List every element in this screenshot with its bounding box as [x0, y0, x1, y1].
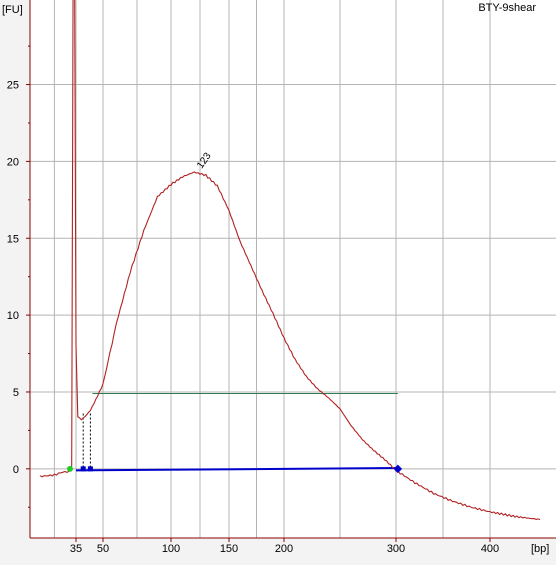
- y-tick-label: 20: [7, 156, 19, 168]
- series-trace: [39, 0, 541, 521]
- y-tick-label: 5: [13, 387, 19, 399]
- region-markers: [67, 464, 403, 474]
- region-start-marker: [80, 466, 86, 472]
- x-tick-label: 35: [70, 543, 82, 555]
- y-tick-label: 10: [7, 310, 19, 322]
- baseline: [75, 467, 398, 472]
- x-axis-ticks: 35 50 100 150 200 300 400: [70, 538, 499, 555]
- region-boundary-dashes: [82, 413, 91, 469]
- plot-area-background: [30, 0, 556, 538]
- y-axis-ticks: 0 5 10 15 20 25: [7, 45, 30, 508]
- y-tick-label: 25: [7, 80, 19, 92]
- x-tick-label: 200: [275, 543, 293, 555]
- y-tick-label: 15: [7, 233, 19, 245]
- y-tick-label: 0: [13, 464, 19, 476]
- sample-name: BTY-9shear: [478, 2, 536, 14]
- x-tick-label: 150: [220, 543, 238, 555]
- x-unit-label: [bp]: [531, 543, 549, 555]
- x-tick-label: 100: [162, 543, 180, 555]
- x-tick-label: 300: [387, 543, 405, 555]
- y-unit-label: [FU]: [2, 4, 23, 16]
- x-tick-label: 50: [97, 543, 109, 555]
- lower-marker: [67, 465, 73, 472]
- x-tick-label: 400: [481, 543, 499, 555]
- region-start-marker: [87, 466, 93, 472]
- vertical-gridlines: [53, 0, 491, 538]
- region-end-marker: [393, 464, 403, 474]
